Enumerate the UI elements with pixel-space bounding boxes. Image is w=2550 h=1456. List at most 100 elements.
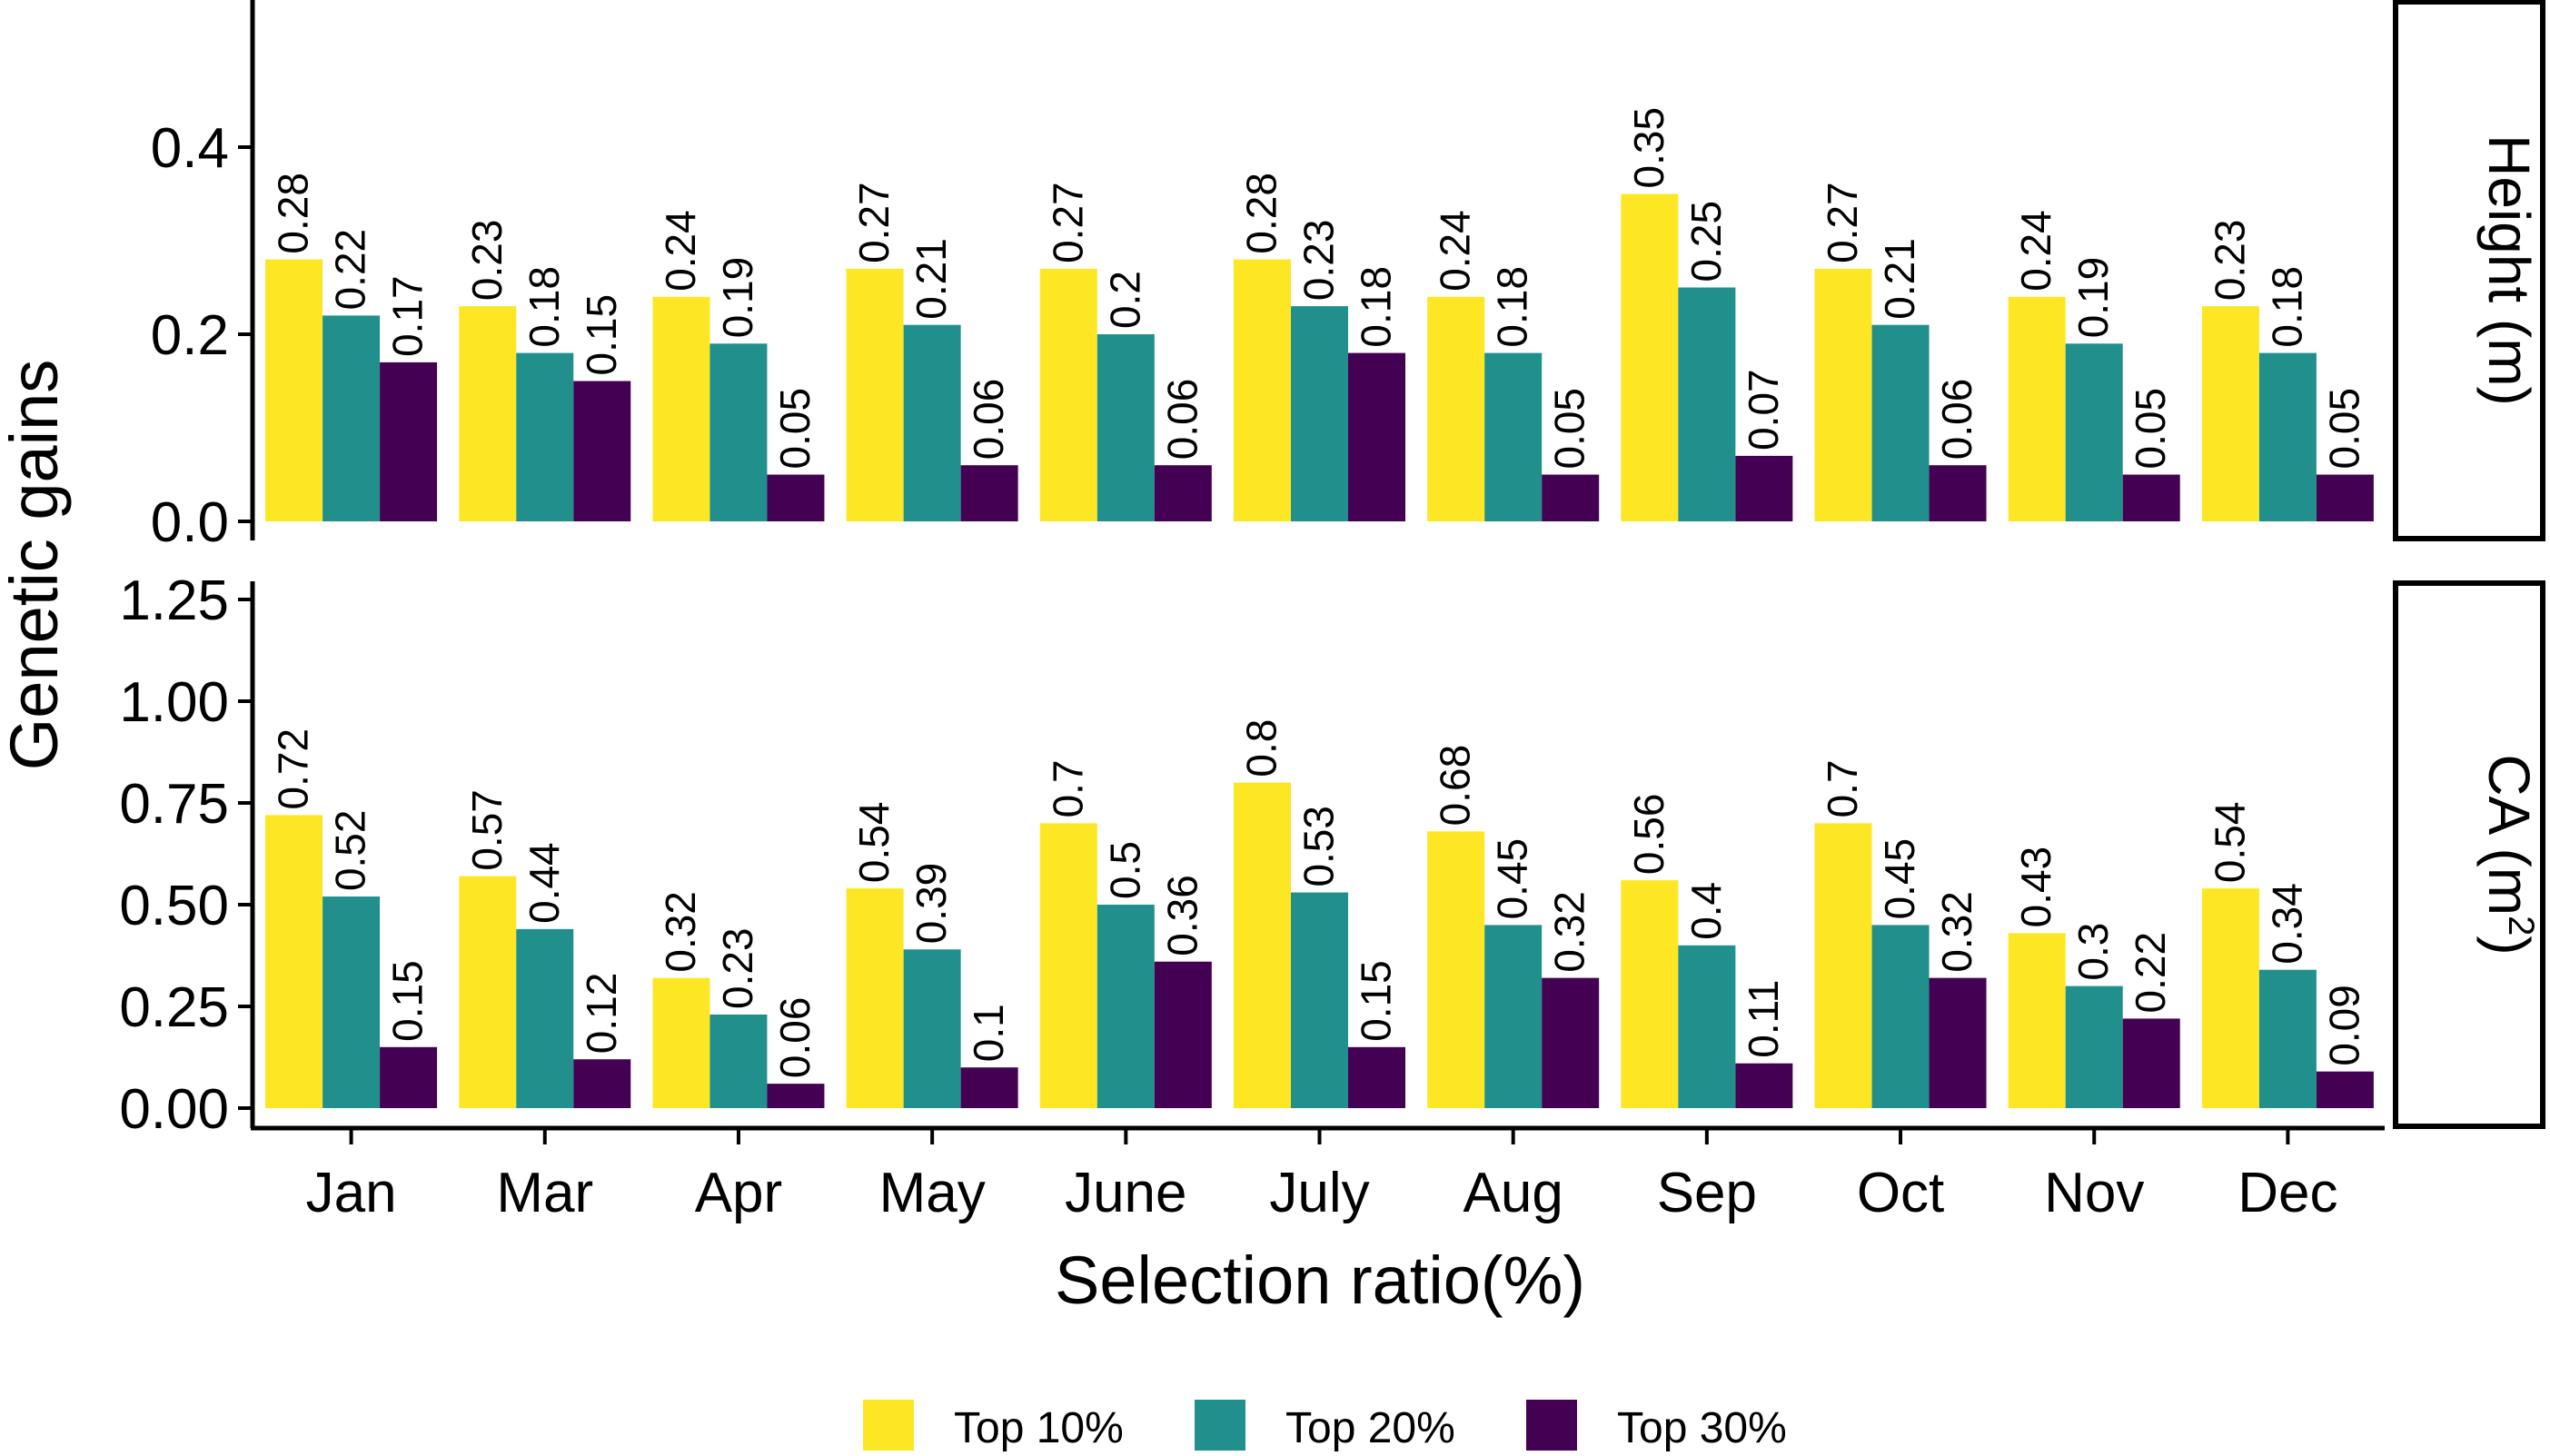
bar-value-label: 0.11 — [1740, 980, 1787, 1058]
legend-swatch — [1526, 1400, 1577, 1451]
bar-value-label: 0.7 — [1044, 759, 1091, 817]
y-tick-label: 0.75 — [119, 773, 229, 836]
bar-value-label: 0.22 — [2127, 932, 2174, 1014]
bar-value-label: 0.27 — [1819, 182, 1866, 263]
bar-top-20--june — [1096, 334, 1155, 521]
bar-top-30--may — [960, 465, 1018, 521]
bar-top-10--sep — [1621, 880, 1679, 1108]
x-tick-label: May — [879, 1162, 986, 1224]
bar-value-label: 0.24 — [657, 210, 704, 292]
bar-top-10--nov — [2008, 933, 2066, 1108]
bar-top-10--dec — [2201, 888, 2259, 1108]
bar-top-30--mar — [573, 1059, 631, 1108]
bar-value-label: 0.19 — [714, 257, 761, 339]
bar-value-label: 0.72 — [270, 728, 317, 810]
legend-swatch — [1195, 1400, 1245, 1451]
bar-top-30--jan — [380, 362, 438, 521]
bar-top-10--mar — [459, 306, 517, 521]
bar-top-20--june — [1096, 905, 1155, 1108]
bar-top-10--jan — [265, 259, 323, 521]
bar-top-30--dec — [2316, 1071, 2374, 1108]
bar-value-label: 0.1 — [965, 1004, 1012, 1062]
bar-value-label: 0.27 — [1044, 182, 1091, 263]
bar-top-30--jan — [380, 1046, 438, 1108]
bar-value-label: 0.12 — [578, 973, 625, 1055]
legend-item: Top 20% — [1195, 1400, 1455, 1452]
bar-value-label: 0.24 — [2012, 210, 2059, 292]
bar-top-10--nov — [2008, 296, 2066, 521]
bar-top-20--mar — [516, 928, 574, 1108]
legend: Top 10% Top 20% Top 30% — [863, 1400, 1787, 1452]
bar-value-label: 0.43 — [2012, 847, 2059, 928]
bar-value-label: 0.57 — [463, 789, 511, 871]
bar-value-label: 0.17 — [384, 275, 432, 357]
bar-top-10--aug — [1427, 296, 1485, 521]
bar-top-10--may — [846, 888, 904, 1108]
bar-value-label: 0.24 — [1432, 210, 1479, 292]
y-tick-label: 0.00 — [119, 1078, 229, 1141]
bar-value-label: 0.32 — [657, 891, 704, 973]
bar-value-label: 0.7 — [1819, 759, 1866, 817]
bar-top-20--aug — [1484, 925, 1543, 1108]
y-tick-label: 0.4 — [151, 117, 229, 180]
legend-item: Top 30% — [1526, 1400, 1787, 1452]
bar-top-10--june — [1039, 268, 1097, 521]
bar-top-10--july — [1234, 259, 1291, 521]
bar-value-label: 0.45 — [1876, 838, 1923, 920]
facet-strip: CA (m2) — [2393, 580, 2545, 1129]
bar-top-10--dec — [2201, 306, 2259, 521]
bar-value-label: 0.52 — [327, 810, 374, 892]
bar-value-label: 0.68 — [1432, 745, 1479, 827]
bar-top-30--july — [1348, 352, 1405, 521]
bar-top-30--june — [1154, 961, 1212, 1108]
bar-top-20--apr — [709, 343, 768, 521]
bar-value-label: 0.23 — [1295, 220, 1343, 302]
bar-value-label: 0.28 — [270, 173, 317, 254]
bar-value-label: 0.32 — [1546, 891, 1593, 973]
bar-top-10--jan — [265, 815, 323, 1108]
bar-value-label: 0.56 — [1625, 794, 1672, 876]
x-axis: Jan Mar Apr May June July Aug Sep Oct Nov Dec — [251, 1125, 2385, 1224]
bar-value-label: 0.54 — [2206, 802, 2253, 884]
bar-value-label: 0.4 — [1682, 882, 1730, 940]
bar-value-label: 0.53 — [1295, 806, 1343, 887]
facet-strip-label: Height (m) — [2476, 134, 2542, 406]
bar-top-10--july — [1234, 782, 1291, 1108]
bar-value-label: 0.45 — [1489, 838, 1536, 920]
y-tick-label: 0.2 — [151, 304, 229, 367]
bar-value-label: 0.23 — [2206, 220, 2253, 302]
bar-top-20--may — [903, 949, 961, 1108]
bar-value-label: 0.8 — [1238, 719, 1285, 778]
bar-top-10--mar — [459, 876, 517, 1108]
bar-top-30--nov — [2122, 1018, 2180, 1108]
y-tick-label: 0.50 — [119, 875, 229, 937]
bar-top-20--nov — [2065, 343, 2123, 521]
y-tick-label: 1.00 — [119, 671, 229, 734]
x-tick-label: July — [1269, 1162, 1369, 1224]
bar-top-30--aug — [1542, 977, 1600, 1108]
bar-value-label: 0.39 — [908, 863, 955, 945]
bar-value-label: 0.18 — [521, 266, 568, 348]
bar-value-label: 0.21 — [1876, 238, 1923, 320]
bar-top-30--june — [1154, 465, 1212, 521]
bar-value-label: 0.25 — [1682, 201, 1730, 282]
bar-value-label: 0.3 — [2069, 923, 2117, 981]
bar-value-label: 0.05 — [2320, 388, 2367, 470]
bar-value-label: 0.2 — [1101, 271, 1148, 329]
x-tick-label: Mar — [496, 1162, 593, 1224]
bar-top-10--sep — [1621, 193, 1679, 521]
bar-top-20--nov — [2065, 986, 2123, 1108]
bar-value-label: 0.18 — [2263, 266, 2310, 348]
bar-value-label: 0.07 — [1740, 369, 1787, 451]
bar-value-label: 0.35 — [1625, 107, 1672, 189]
bar-top-20--jan — [322, 315, 381, 521]
bar-top-20--dec — [2258, 352, 2317, 521]
bar-top-30--apr — [767, 474, 825, 521]
bar-top-10--may — [846, 268, 904, 521]
bar-value-label: 0.28 — [1238, 173, 1285, 254]
x-axis-title: Selection ratio(%) — [1055, 1243, 1585, 1318]
bar-value-label: 0.34 — [2263, 883, 2310, 965]
bar-top-10--apr — [652, 296, 710, 521]
bar-top-20--sep — [1678, 945, 1736, 1108]
